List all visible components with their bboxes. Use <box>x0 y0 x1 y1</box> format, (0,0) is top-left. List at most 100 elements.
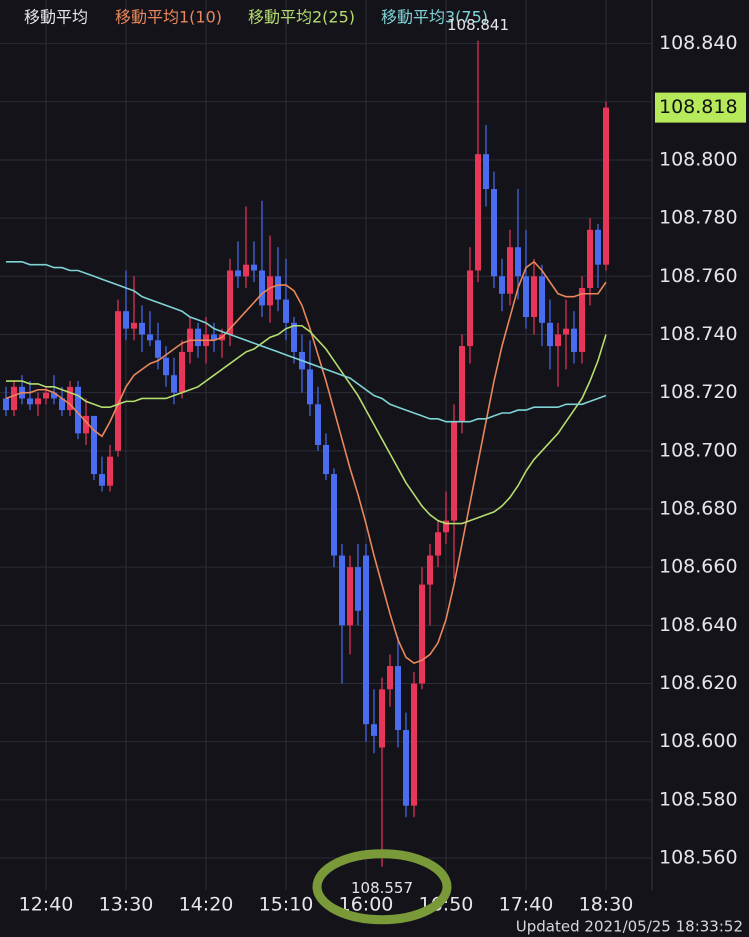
candle-body <box>555 334 561 347</box>
candle-body <box>539 276 545 323</box>
x-tick-label: 14:20 <box>179 894 234 916</box>
x-tick-label: 18:30 <box>579 894 634 916</box>
candle-body <box>315 404 321 445</box>
candle-body <box>499 276 505 294</box>
ma-line <box>6 260 607 423</box>
candle-body <box>211 334 217 341</box>
candle-body <box>523 276 529 318</box>
y-tick-label: 108.780 <box>659 207 738 229</box>
candle-body <box>115 311 121 451</box>
candle-body <box>323 445 329 475</box>
candle-body <box>475 154 481 271</box>
y-tick-label: 108.680 <box>659 497 738 519</box>
candle-body <box>411 683 417 806</box>
legend-entry: 移動平均1(10) <box>115 8 222 27</box>
candle-body <box>387 666 393 690</box>
y-tick-label: 108.580 <box>659 788 738 810</box>
candle-body <box>291 322 297 352</box>
legend-entry: 移動平均2(25) <box>248 8 355 27</box>
candle-body <box>435 532 441 556</box>
y-tick-label: 108.740 <box>659 323 738 345</box>
y-tick-label: 108.800 <box>659 148 738 170</box>
candle-body <box>11 386 17 411</box>
candle-body <box>579 287 585 352</box>
candle-body <box>587 229 593 288</box>
candle-body <box>419 584 425 684</box>
candle-body <box>531 276 537 318</box>
candle-body <box>571 328 577 352</box>
candle-body <box>427 555 433 585</box>
candle-body <box>67 386 73 411</box>
ma-line <box>5 260 607 665</box>
candle-body <box>547 322 553 347</box>
y-tick-label: 108.720 <box>659 381 738 403</box>
candle-body <box>491 189 497 277</box>
candle-body <box>371 724 377 736</box>
candle-body <box>283 299 289 323</box>
candle-body <box>155 340 161 358</box>
candle-body <box>163 357 169 376</box>
candle-body <box>443 520 449 533</box>
labels: 108.560 108.580 108.600 108.620 108.640 108.6… <box>19 8 746 936</box>
candle-body <box>347 567 353 626</box>
candle-body <box>395 666 401 731</box>
plot-area <box>3 40 609 867</box>
y-tick-label: 108.560 <box>659 847 738 869</box>
x-tick-label: 12:40 <box>19 894 74 916</box>
candle-body <box>131 322 137 329</box>
last-price-box <box>655 92 746 123</box>
candle-body <box>235 270 241 277</box>
candle-body <box>91 415 97 475</box>
candle-body <box>275 276 281 300</box>
candle-body <box>267 276 273 306</box>
candle-body <box>355 567 361 611</box>
candle-body <box>563 328 569 335</box>
ma-line <box>6 324 607 525</box>
candle-body <box>467 270 473 347</box>
candle-body <box>515 247 521 277</box>
candle-body <box>507 247 513 294</box>
high-label: 108.841 <box>447 16 509 34</box>
y-tick-label: 108.620 <box>659 672 738 694</box>
candle-body <box>459 346 465 422</box>
candle-body <box>403 730 409 806</box>
candle-body <box>451 421 457 521</box>
candle-body <box>331 474 337 556</box>
candle-body <box>99 474 105 486</box>
candle-body <box>43 392 49 399</box>
candle-body <box>307 369 313 405</box>
y-tick-label: 108.840 <box>659 32 738 54</box>
candle-body <box>339 555 345 626</box>
last-price-label: 108.818 <box>659 96 738 118</box>
x-tick-label: 13:30 <box>99 894 154 916</box>
candle-body <box>139 322 145 335</box>
y-tick-label: 108.660 <box>659 556 738 578</box>
candle-body <box>51 392 57 399</box>
candle-body <box>243 264 249 277</box>
candle-body <box>483 154 489 190</box>
x-tick-label: 16:00 <box>339 894 394 916</box>
candle-body <box>179 351 185 393</box>
candle-body <box>107 456 113 486</box>
y-tick-label: 108.760 <box>659 265 738 287</box>
x-tick-label: 15:10 <box>259 894 314 916</box>
candle-body <box>35 398 41 405</box>
candle-body <box>251 264 257 271</box>
y-tick-label: 108.600 <box>659 730 738 752</box>
y-tick-label: 108.700 <box>659 439 738 461</box>
candle-body <box>379 689 385 748</box>
candle-body <box>3 398 9 411</box>
candle-body <box>59 398 65 411</box>
candle-body <box>75 386 81 434</box>
candle-body <box>595 229 601 265</box>
candle-body <box>195 328 201 347</box>
footer: Updated 2021/05/25 18:33:52 <box>516 918 743 936</box>
candle-body <box>603 107 609 265</box>
candle-body <box>147 334 153 341</box>
candle-body <box>171 375 177 393</box>
grid <box>0 0 652 890</box>
legend-entry: 移動平均3(75) <box>381 8 488 27</box>
